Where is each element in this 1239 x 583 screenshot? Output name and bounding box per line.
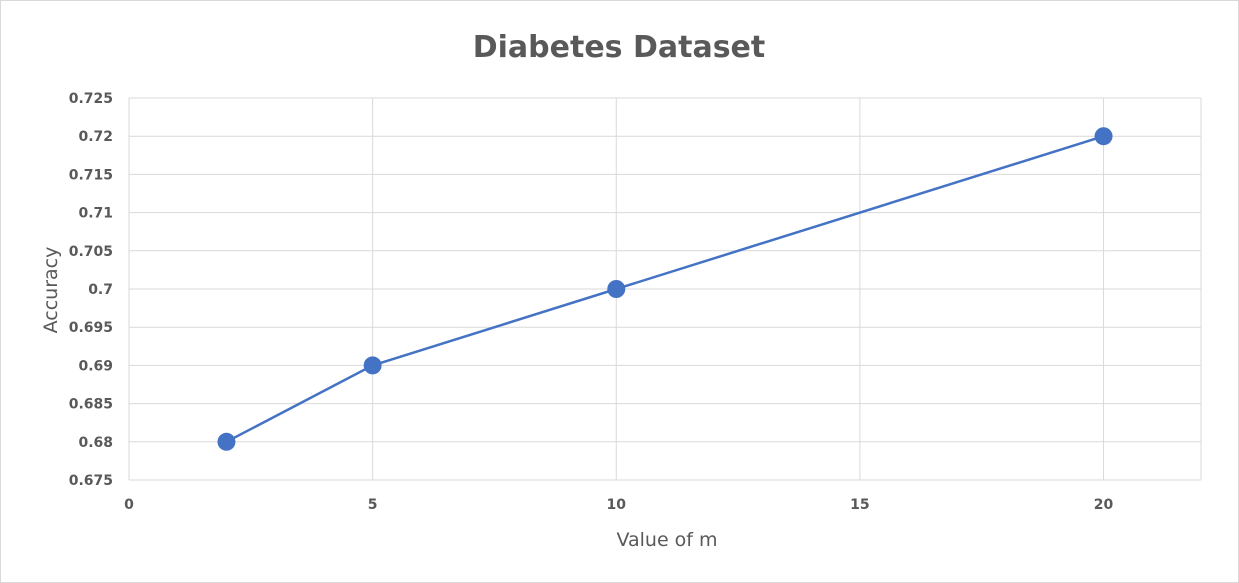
y-tick-label: 0.725	[69, 91, 113, 107]
series-line	[225, 135, 1104, 443]
x-tick-label: 5	[368, 497, 378, 513]
data-point	[1094, 127, 1113, 146]
y-tick-label: 0.705	[69, 244, 113, 260]
data-point	[217, 432, 236, 451]
y-axis-tick-labels: 0.675 0.68 0.685 0.69 0.695 0.7 0.705 0.71 0.715…	[69, 91, 113, 489]
x-tick-label: 15	[850, 497, 869, 513]
x-tick-label: 0	[124, 497, 134, 513]
chart-title: Diabetes Dataset	[473, 30, 766, 65]
x-tick-label: 10	[607, 497, 627, 513]
y-tick-label: 0.71	[78, 206, 113, 222]
y-tick-label: 0.68	[78, 435, 113, 451]
series-group	[217, 127, 1113, 451]
x-axis-title: Value of m	[616, 529, 717, 551]
x-tick-label: 20	[1094, 497, 1114, 513]
axes	[128, 98, 1201, 481]
gridlines	[129, 97, 1202, 480]
x-axis-tick-labels: 0 5 10 15 20	[124, 497, 1113, 513]
y-tick-label: 0.7	[88, 282, 113, 298]
y-axis-title: Accuracy	[40, 247, 62, 334]
data-point	[363, 356, 382, 375]
y-tick-label: 0.69	[78, 358, 113, 374]
y-tick-label: 0.685	[69, 397, 113, 413]
y-tick-label: 0.675	[69, 473, 113, 489]
data-point	[607, 280, 626, 298]
y-tick-label: 0.695	[69, 320, 113, 336]
y-tick-label: 0.715	[69, 167, 113, 183]
y-tick-label: 0.72	[78, 129, 113, 145]
